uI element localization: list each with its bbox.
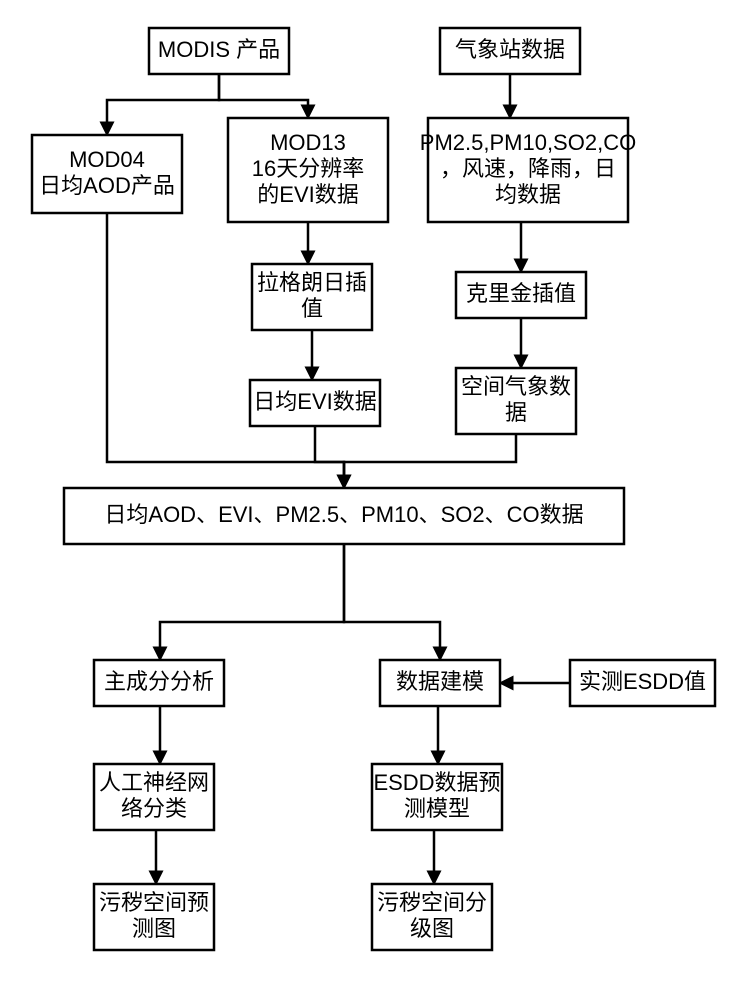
- node-label: 测图: [132, 916, 176, 941]
- node-label: ESDD数据预: [373, 770, 500, 795]
- node-label: 空间气象数: [461, 374, 571, 399]
- node-label: 气象站数据: [455, 37, 565, 62]
- node-label: 日均AOD产品: [39, 173, 175, 198]
- flow-node-dailyevi: 日均EVI数据: [250, 380, 380, 426]
- node-label: 污秽空间预: [99, 890, 209, 915]
- node-label: MODIS 产品: [158, 37, 280, 62]
- flow-node-pca: 主成分分析: [94, 660, 224, 706]
- flow-node-meteo: 气象站数据: [440, 28, 580, 74]
- flow-node-ann: 人工神经网络分类: [94, 764, 214, 830]
- node-label: 数据建模: [396, 669, 484, 694]
- flow-edge: [344, 434, 516, 488]
- node-label: 络分类: [121, 796, 187, 821]
- flow-node-combined: 日均AOD、EVI、PM2.5、PM10、SO2、CO数据: [64, 488, 624, 544]
- node-label: 级图: [410, 916, 454, 941]
- node-label: 测模型: [404, 796, 470, 821]
- node-label: 据: [505, 400, 527, 425]
- node-label: PM2.5,PM10,SO2,CO: [420, 130, 636, 155]
- node-label: 值: [301, 296, 323, 321]
- flow-node-spatialmeteo: 空间气象数据: [456, 368, 576, 434]
- node-label: 污秽空间分: [377, 890, 487, 915]
- flow-node-pollutants: PM2.5,PM10,SO2,CO，风速，降雨，日均数据: [420, 118, 636, 222]
- node-label: 均数据: [495, 182, 561, 207]
- flow-node-modis: MODIS 产品: [149, 28, 289, 74]
- flow-node-esdd: 实测ESDD值: [570, 660, 715, 706]
- node-label: 实测ESDD值: [579, 669, 706, 694]
- flow-node-mod04: MOD04日均AOD产品: [32, 135, 182, 213]
- node-label: 日均EVI数据: [253, 389, 376, 414]
- flow-node-predmap: 污秽空间预测图: [94, 884, 214, 950]
- node-label: 主成分分析: [104, 669, 214, 694]
- node-label: 的EVI数据: [257, 182, 358, 207]
- flowchart-canvas: MODIS 产品 气象站数据 MOD04日均AOD产品 MOD1316天分辨率的EVI…: [0, 0, 741, 1000]
- node-label: 16天分辨率: [252, 156, 364, 181]
- node-label: 人工神经网: [99, 770, 209, 795]
- node-label: MOD04: [69, 147, 145, 172]
- node-label: MOD13: [270, 130, 346, 155]
- node-label: 拉格朗日插: [257, 270, 367, 295]
- flow-node-lagrange: 拉格朗日插值: [252, 264, 372, 330]
- flow-node-esddmodel: ESDD数据预测模型: [372, 764, 502, 830]
- flow-node-modeling: 数据建模: [380, 660, 500, 706]
- node-label: 克里金插值: [466, 281, 576, 306]
- flow-edge: [344, 544, 440, 660]
- flow-node-grademap: 污秽空间分级图: [372, 884, 492, 950]
- node-label: 日均AOD、EVI、PM2.5、PM10、SO2、CO数据: [104, 502, 583, 527]
- node-label: ，风速，降雨，日: [440, 156, 616, 181]
- flow-node-mod13: MOD1316天分辨率的EVI数据: [228, 118, 388, 222]
- flow-edge: [107, 74, 219, 135]
- flow-edge: [315, 426, 344, 488]
- flow-edge: [160, 544, 344, 660]
- flow-node-kriging: 克里金插值: [456, 272, 586, 318]
- flow-edge: [219, 74, 308, 118]
